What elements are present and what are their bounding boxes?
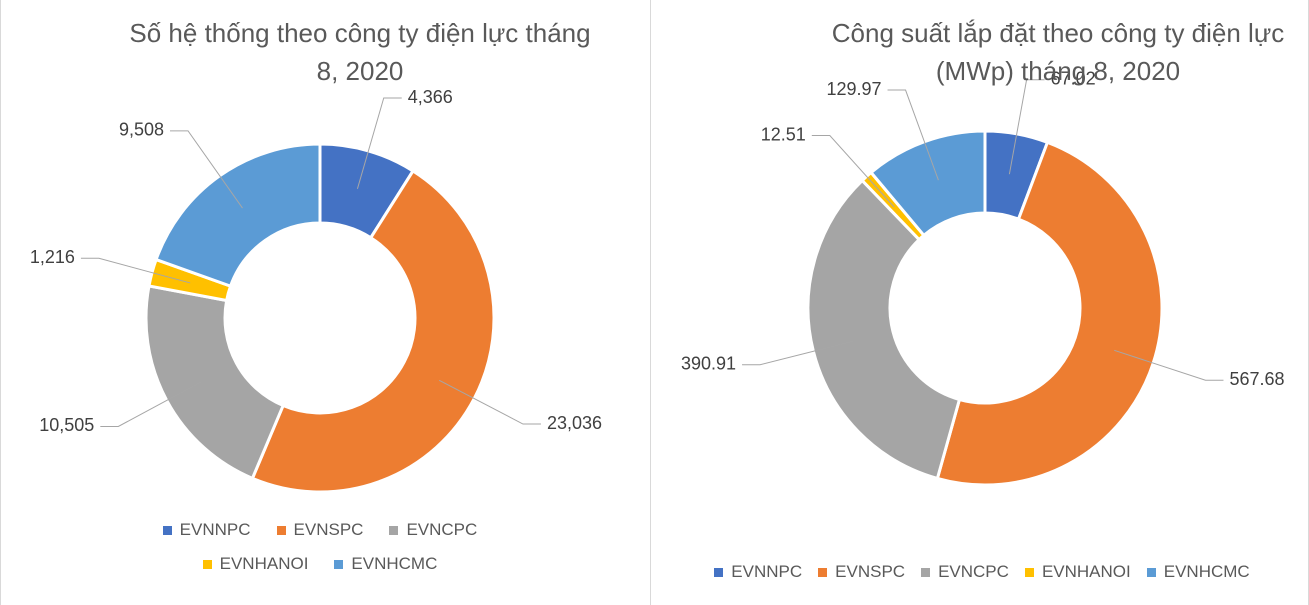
leader-line [887,89,939,181]
legend-item: EVNSPC [276,520,364,540]
legend-item: EVNCPC [921,562,1009,582]
legend-label: EVNSPC [293,520,364,539]
legend-item: EVNHCMC [1146,562,1250,582]
chart-title: Số hệ thống theo công ty điện lực tháng … [129,18,591,86]
panel [0,0,651,605]
legend-swatch [818,567,828,577]
legend-item: EVNHCMC [334,554,437,574]
legend-item: EVNHANOI [202,554,309,574]
data-label: 23,036 [547,413,602,433]
donut-slice [868,129,987,238]
legend-label: EVNHCMC [351,554,438,573]
legend: EVNNPC EVNSPC EVNCPC EVNHANOI EVNHCMC [672,562,1292,582]
legend-item: EVNCPC [389,520,477,540]
donut-slice [154,142,322,289]
data-label: 10,505 [39,415,94,435]
legend-label: EVNCPC [406,520,478,539]
legend-label: EVNHANOI [1041,562,1131,581]
leader-line [356,97,402,189]
legend-label: EVNNPC [731,562,803,581]
legend-label: EVNSPC [835,562,906,581]
leader-line [170,130,243,209]
data-label: 12.51 [761,124,806,144]
data-label: 129.97 [826,79,881,99]
legend-item: EVNNPC [162,520,251,540]
legend-swatch [921,567,931,577]
legend-swatch [334,559,344,569]
leader-line [811,135,895,208]
data-label: 9,508 [119,120,164,140]
legend-label: EVNCPC [938,562,1009,581]
data-label: 567.68 [1229,369,1284,389]
chart-title: Công suất lắp đặt theo công ty điện lực … [831,18,1285,86]
legend-swatch [1024,567,1034,577]
data-label: 4,366 [408,87,453,107]
donut-slice [806,178,962,481]
leader-line [438,379,541,425]
donut-slice [250,168,496,494]
legend-item: EVNHANOI [1024,562,1131,582]
legend: EVNNPC EVNSPC EVNCPC EVNHANOI EVNHCMC [110,520,530,574]
leader-line [100,381,202,427]
legend-swatch [202,559,212,569]
leader-line [1114,349,1224,381]
legend-swatch [276,525,286,535]
data-label: 1,216 [30,247,75,267]
legend-swatch [1146,567,1156,577]
legend-swatch [714,567,724,577]
donut-slice [144,284,286,481]
legend-label: EVNNPC [179,520,251,539]
leader-line [742,340,854,366]
data-label: 67.02 [1051,69,1096,89]
legend-label: EVNHANOI [219,554,309,573]
leader-line [1008,79,1045,175]
leader-line [80,257,191,284]
donut-slice [935,140,1164,487]
legend-swatch [389,525,399,535]
legend-label: EVNHCMC [1163,562,1250,581]
legend-item: EVNSPC [818,562,905,582]
legend-item: EVNNPC [714,562,802,582]
legend-swatch [162,525,172,535]
data-label: 390.91 [681,353,736,373]
